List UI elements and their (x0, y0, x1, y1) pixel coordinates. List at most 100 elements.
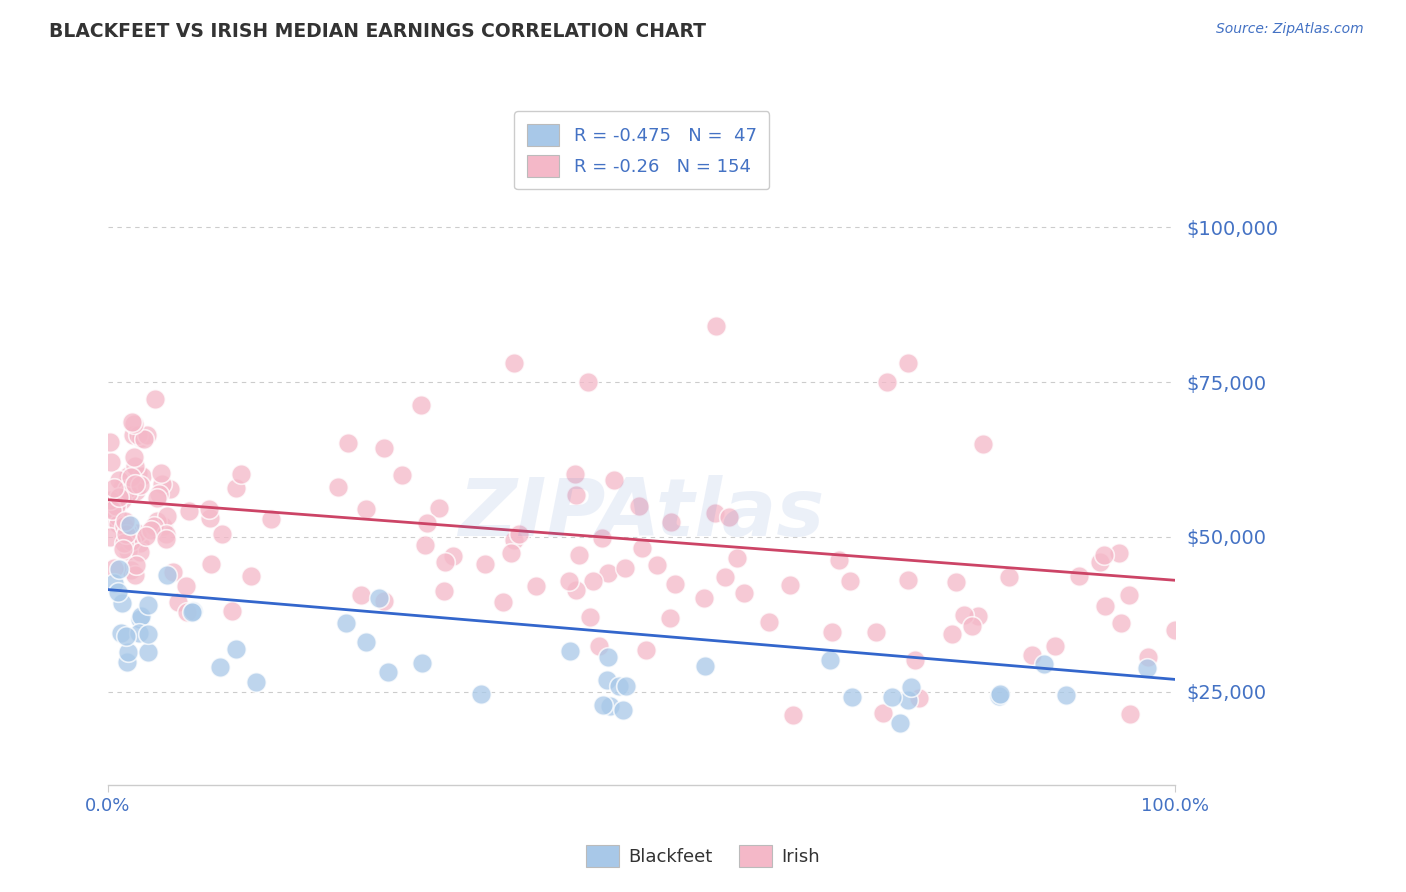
Point (1118, 707, 1140, 722)
Point (128, 478, 150, 492)
Point (134, 433, 156, 447)
Point (565, 583, 588, 598)
Point (336, 436, 359, 450)
Point (120, 470, 142, 484)
Point (103, 561, 125, 575)
Point (704, 506, 727, 520)
Point (131, 469, 153, 483)
Point (107, 562, 129, 576)
Point (156, 508, 179, 523)
Point (714, 570, 737, 584)
Point (758, 615, 780, 630)
Point (1108, 546, 1130, 560)
Point (659, 515, 682, 529)
Point (645, 558, 668, 572)
Point (614, 560, 637, 574)
Point (377, 665, 399, 679)
Point (145, 514, 167, 528)
Point (98, 434, 121, 449)
Point (1135, 661, 1157, 675)
Point (889, 715, 911, 730)
Point (121, 427, 143, 442)
Point (124, 458, 146, 473)
Point (117, 645, 139, 659)
Point (503, 533, 526, 548)
Point (564, 467, 586, 481)
Point (146, 491, 169, 505)
Point (782, 708, 804, 723)
Point (148, 487, 170, 501)
Point (152, 519, 174, 533)
Point (120, 517, 142, 532)
Point (128, 536, 150, 550)
Point (111, 596, 134, 610)
Point (603, 473, 626, 487)
Point (114, 515, 136, 529)
Point (900, 680, 922, 694)
Point (100, 455, 122, 469)
Point (598, 566, 620, 581)
Point (128, 626, 150, 640)
Point (117, 468, 139, 483)
Point (576, 375, 599, 389)
Point (433, 555, 456, 569)
Point (391, 468, 413, 483)
Point (229, 467, 252, 481)
Point (98, 530, 121, 544)
Point (1092, 549, 1115, 563)
Point (693, 591, 716, 606)
Point (441, 549, 464, 563)
Point (876, 375, 898, 389)
Point (409, 398, 432, 412)
Point (103, 503, 125, 517)
Point (107, 509, 129, 524)
Point (592, 698, 614, 713)
Point (240, 569, 263, 583)
Point (725, 551, 748, 566)
Point (1136, 649, 1159, 664)
Point (100, 514, 122, 528)
Point (162, 565, 184, 579)
Point (129, 609, 152, 624)
Point (429, 500, 451, 515)
Point (159, 482, 181, 496)
Point (841, 690, 863, 705)
Point (136, 427, 159, 442)
Point (997, 570, 1019, 584)
Point (987, 689, 1010, 703)
Point (596, 649, 619, 664)
Point (101, 503, 124, 517)
Point (117, 544, 139, 558)
Point (350, 588, 373, 602)
Point (111, 492, 134, 507)
Point (588, 639, 610, 653)
Point (558, 574, 581, 589)
Text: Source: ZipAtlas.com: Source: ZipAtlas.com (1216, 22, 1364, 37)
Point (225, 642, 247, 657)
Point (1032, 657, 1054, 671)
Point (558, 644, 581, 658)
Point (628, 499, 651, 513)
Point (607, 679, 630, 693)
Point (115, 655, 138, 669)
Point (111, 480, 134, 494)
Point (107, 585, 129, 599)
Point (828, 552, 851, 566)
Point (1164, 624, 1187, 638)
Point (664, 576, 686, 591)
Point (120, 533, 142, 548)
Point (413, 538, 436, 552)
Point (122, 417, 145, 431)
Text: ZIPAtlas: ZIPAtlas (458, 475, 825, 553)
Point (139, 523, 162, 537)
Point (470, 687, 492, 701)
Point (941, 627, 963, 641)
Point (568, 548, 591, 562)
Point (945, 574, 967, 589)
Point (1069, 569, 1091, 583)
Point (704, 319, 727, 334)
Point (245, 675, 267, 690)
Point (838, 574, 860, 588)
Point (149, 467, 172, 481)
Point (695, 659, 717, 673)
